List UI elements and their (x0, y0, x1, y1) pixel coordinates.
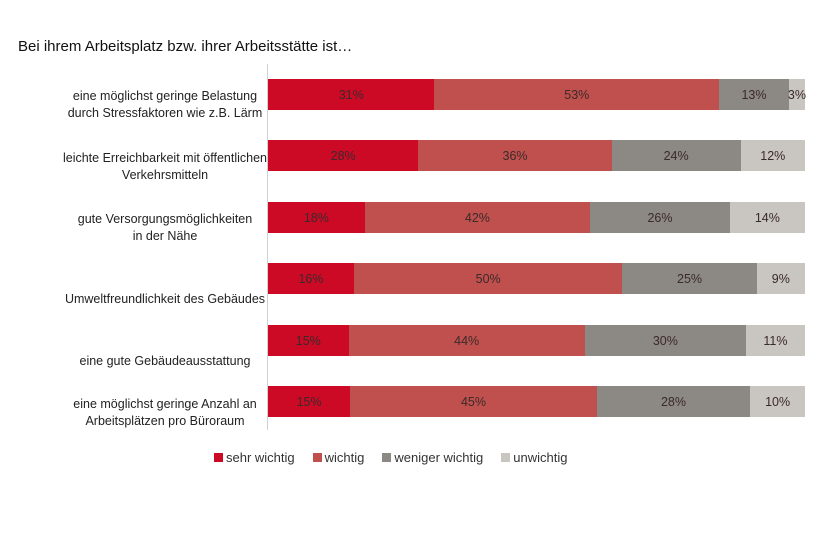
data-label: 3% (787, 87, 806, 102)
legend-label: weniger wichtig (394, 450, 484, 465)
data-label: 16% (298, 271, 324, 286)
bar-segment: 24% (611, 140, 741, 171)
bar-segment: 31% (268, 79, 435, 110)
category-label-line: eine möglichst geringe Anzahl an (73, 397, 257, 411)
bar-segment: 25% (622, 263, 757, 294)
category-label-line: gute Versorgungsmöglichkeiten (77, 212, 253, 226)
stacked-bar: 15% 45% 28% 10% (268, 386, 805, 417)
category-label: eine möglichst geringe Belastung durch St… (40, 88, 290, 122)
legend-item: weniger wichtig (382, 450, 483, 465)
data-label: 28% (330, 148, 356, 163)
data-label: 18% (303, 210, 329, 225)
category-label-line: Verkehrsmitteln (121, 168, 209, 182)
bar-segment: 44% (348, 325, 585, 356)
bar-segment: 11% (745, 325, 805, 356)
bar-segment: 18% (268, 202, 365, 233)
data-label: 14% (754, 210, 780, 225)
stacked-bar: 31% 53% 13% 3% (268, 79, 806, 110)
data-label: 10% (765, 394, 791, 409)
category-label: Umweltfreundlichkeit des Gebäudes (40, 291, 290, 308)
data-label: 30% (652, 333, 678, 348)
legend-swatch (312, 453, 322, 462)
legend-swatch (501, 453, 511, 462)
category-label: leichte Erreichbarkeit mit öffentlichen V… (40, 150, 290, 184)
data-label: 15% (296, 394, 322, 409)
category-label-line: eine gute Gebäudeausstattung (79, 354, 251, 368)
bar-segment: 30% (584, 325, 746, 356)
data-label: 44% (454, 333, 480, 348)
category-label-line: eine möglichst geringe Belastung (72, 89, 258, 103)
bar-segment: 15% (268, 325, 349, 356)
data-label: 12% (760, 148, 786, 163)
bar-segment: 10% (750, 386, 805, 417)
data-label: 53% (564, 87, 590, 102)
bar-segment: 13% (719, 79, 789, 110)
legend-label: sehr wichtig (226, 450, 295, 465)
stacked-bar: 16% 50% 25% 9% (268, 263, 805, 294)
category-label-line: durch Stressfaktoren wie z.B. Lärm (67, 106, 263, 120)
legend: sehr wichtig wichtig weniger wichtig unwich… (214, 450, 567, 465)
data-label: 24% (663, 148, 689, 163)
category-label-line: in der Nähe (132, 229, 198, 243)
legend-label: unwichtig (513, 450, 568, 465)
data-label: 26% (647, 210, 673, 225)
bar-segment: 42% (364, 202, 591, 233)
stacked-bar: 18% 42% 26% 14% (268, 202, 805, 233)
bar-segment: 26% (590, 202, 730, 233)
category-label-line: Umweltfreundlichkeit des Gebäudes (64, 292, 266, 306)
legend-item: wichtig (312, 450, 365, 465)
data-label: 15% (295, 333, 321, 348)
bar-segment: 12% (740, 140, 805, 171)
legend-swatch (214, 453, 223, 462)
bar-segment: 3% (787, 79, 806, 110)
legend-item: sehr wichtig (214, 450, 295, 465)
chart-title: Bei ihrem Arbeitsplatz bzw. ihrer Arbeit… (18, 38, 353, 55)
stacked-bar: 28% 36% 24% 12% (268, 140, 805, 171)
data-label: 25% (677, 271, 703, 286)
bar-segment: 14% (729, 202, 805, 233)
data-label: 13% (741, 87, 767, 102)
data-label: 36% (502, 148, 528, 163)
data-label: 31% (338, 87, 364, 102)
bar-segment: 16% (268, 263, 354, 294)
bar-segment: 45% (350, 386, 597, 417)
category-label: eine möglichst geringe Anzahl an Arbeitsp… (40, 396, 290, 430)
data-label: 50% (475, 271, 501, 286)
data-label: 9% (771, 271, 790, 286)
bar-segment: 36% (418, 140, 612, 171)
category-label-line: Arbeitsplätzen pro Büroraum (85, 414, 245, 428)
stacked-bar: 15% 44% 30% 11% (268, 325, 805, 356)
data-label: 11% (763, 333, 788, 348)
data-label: 28% (660, 394, 686, 409)
bar-segment: 53% (434, 79, 720, 110)
legend-swatch (382, 453, 392, 462)
bar-segment: 28% (596, 386, 751, 417)
legend-label: wichtig (324, 450, 365, 465)
bar-segment: 15% (268, 386, 351, 417)
category-axis-line (267, 64, 268, 430)
bar-segment: 9% (756, 263, 805, 294)
data-label: 45% (460, 394, 486, 409)
data-label: 42% (464, 210, 490, 225)
bar-segment: 50% (353, 263, 623, 294)
category-label-line: leichte Erreichbarkeit mit öffentlichen (62, 151, 268, 165)
legend-item: unwichtig (501, 450, 567, 465)
category-label: gute Versorgungsmöglichkeiten in der Nähe (40, 211, 290, 245)
category-label: eine gute Gebäudeausstattung (40, 353, 290, 370)
bar-segment: 28% (268, 140, 419, 171)
